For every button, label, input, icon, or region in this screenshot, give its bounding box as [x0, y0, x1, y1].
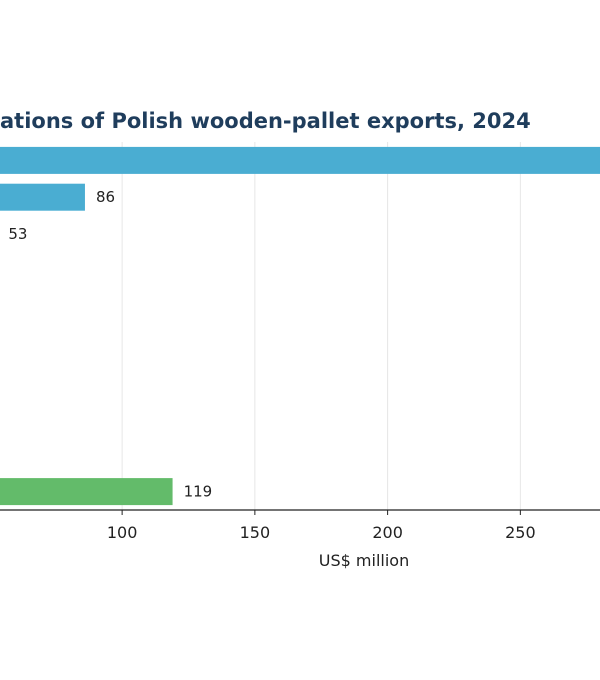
data-labels-group: 86 53 119 [8, 188, 212, 500]
x-tick-label: 100 [107, 523, 138, 542]
x-ticks-group: 100 150 200 250 [107, 510, 536, 542]
chart-title: ations of Polish wooden-pallet exports, … [0, 109, 531, 133]
bar-value-label-2: 53 [8, 225, 27, 243]
x-tick-label: 250 [505, 523, 536, 542]
x-tick-label: 200 [372, 523, 403, 542]
bar-value-label-1: 86 [96, 188, 115, 206]
x-axis-label: US$ million [319, 551, 409, 570]
bar-value-label-3: 119 [184, 483, 213, 501]
bar-0 [0, 146, 600, 174]
bars-group [0, 146, 600, 506]
bar-3 [0, 478, 173, 506]
bar-1 [0, 183, 85, 211]
grid-lines [121, 142, 521, 510]
x-tick-label: 150 [240, 523, 271, 542]
